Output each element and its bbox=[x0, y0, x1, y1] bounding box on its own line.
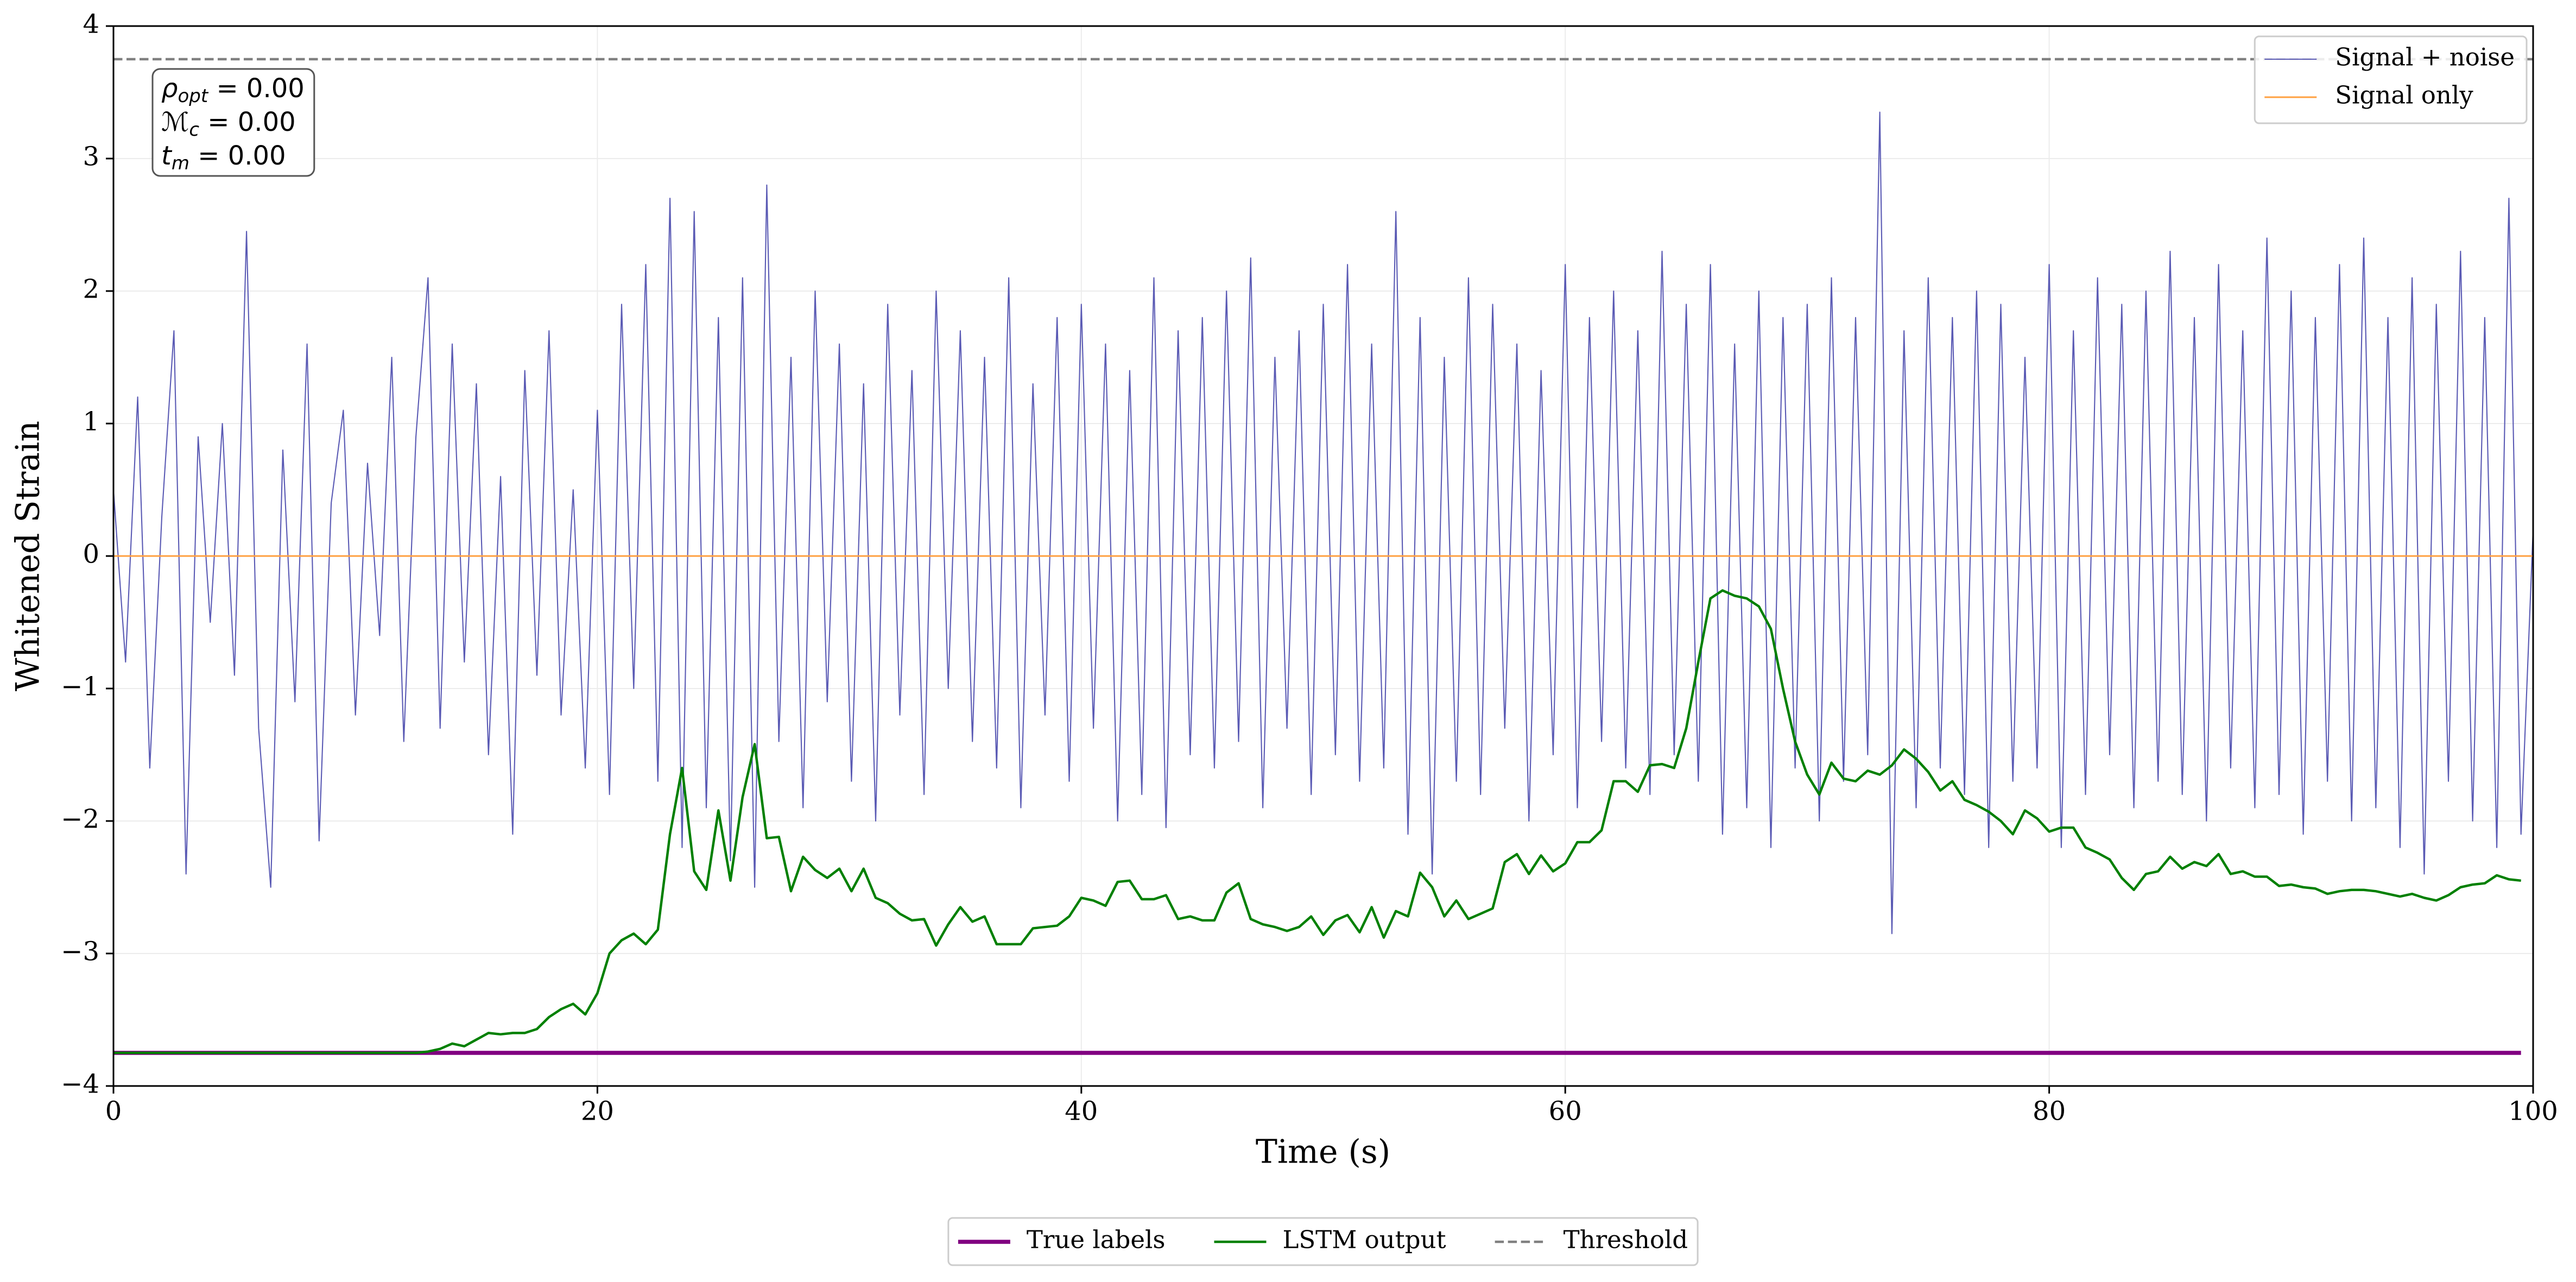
legend-label: LSTM output bbox=[1282, 1226, 1446, 1254]
y-tick-label: 0 bbox=[83, 539, 99, 570]
y-tick-label: 1 bbox=[83, 407, 99, 437]
legend-box bbox=[2254, 35, 2528, 124]
legend-label: True labels bbox=[1027, 1226, 1166, 1254]
legend-label: Signal only bbox=[2335, 81, 2473, 110]
y-tick-label: 4 bbox=[83, 9, 99, 40]
annotation-subscript: c bbox=[189, 119, 199, 141]
x-tick-label: 0 bbox=[105, 1096, 122, 1127]
x-tick-label: 80 bbox=[2033, 1096, 2066, 1127]
y-tick-label: −3 bbox=[61, 937, 99, 967]
y-axis-label: Whitened Strain bbox=[9, 421, 47, 691]
annotation-symbol: ℳ bbox=[161, 107, 189, 137]
ticks: 0 20 40 60 80 100 −4 −3 −2 −1 0 1 2 3 4 bbox=[61, 9, 2558, 1127]
annotation-value: = 0.00 bbox=[208, 73, 305, 104]
annotation-text: ℳc = 0.00 bbox=[161, 107, 296, 141]
legend-label: Signal + noise bbox=[2335, 43, 2515, 72]
series-line bbox=[113, 111, 2533, 934]
y-tick-label: 2 bbox=[83, 274, 99, 305]
annotation-subscript: opt bbox=[178, 85, 208, 107]
annotation-value: = 0.00 bbox=[189, 141, 286, 171]
annotation-text: tm = 0.00 bbox=[161, 141, 286, 174]
x-tick-label: 20 bbox=[581, 1096, 614, 1127]
annotation-frame bbox=[151, 68, 315, 177]
y-tick-label: 3 bbox=[83, 142, 99, 172]
annotation-subscript: m bbox=[172, 153, 189, 174]
legend: Signal + noise Signal only bbox=[2254, 35, 2528, 124]
x-tick-label: 40 bbox=[1065, 1096, 1098, 1127]
y-tick-label: −2 bbox=[61, 804, 99, 835]
annotation-text: ρopt = 0.00 bbox=[161, 73, 305, 107]
annotation-symbol: t bbox=[161, 141, 173, 171]
x-tick-label: 60 bbox=[1549, 1096, 1582, 1127]
annotation-symbol: ρ bbox=[161, 73, 178, 104]
y-tick-label: −4 bbox=[61, 1069, 99, 1100]
annotation-value: = 0.00 bbox=[199, 107, 296, 137]
x-axis-label: Time (s) bbox=[1256, 1133, 1390, 1171]
legend: True labels LSTM output Threshold bbox=[947, 1217, 1699, 1266]
y-tick-label: −1 bbox=[61, 672, 99, 702]
legend-box bbox=[947, 1217, 1699, 1266]
series-line bbox=[113, 589, 2521, 1054]
x-tick-label: 100 bbox=[2508, 1096, 2558, 1127]
legend-label: Threshold bbox=[1564, 1226, 1688, 1254]
plot-lines bbox=[113, 58, 2533, 1055]
